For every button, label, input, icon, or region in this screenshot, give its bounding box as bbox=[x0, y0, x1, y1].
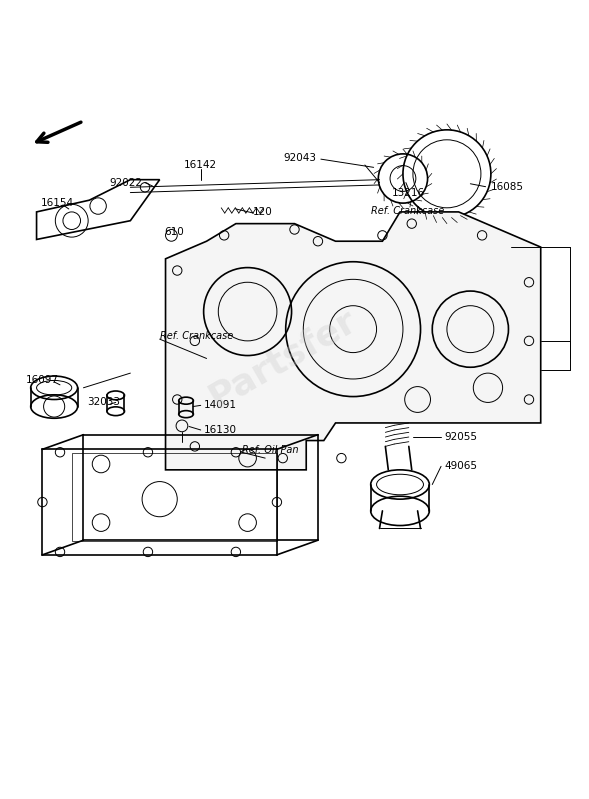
Text: Ref. Crankcase: Ref. Crankcase bbox=[160, 332, 233, 341]
Text: 16085: 16085 bbox=[491, 181, 524, 192]
Text: 610: 610 bbox=[164, 228, 184, 237]
Text: 32033: 32033 bbox=[88, 397, 121, 407]
Text: 16097: 16097 bbox=[26, 376, 59, 385]
Text: 13216: 13216 bbox=[392, 188, 425, 198]
Text: 92022: 92022 bbox=[109, 177, 142, 188]
Text: 49065: 49065 bbox=[444, 461, 477, 471]
Text: 92043: 92043 bbox=[284, 153, 317, 163]
Text: Partsfer: Partsfer bbox=[203, 303, 363, 415]
Text: 16154: 16154 bbox=[41, 198, 74, 208]
Text: 16130: 16130 bbox=[204, 425, 237, 435]
Polygon shape bbox=[166, 212, 541, 470]
Text: Ref. Oil Pan: Ref. Oil Pan bbox=[241, 445, 298, 455]
Bar bbox=[72, 453, 277, 542]
Text: Ref. Crankcase: Ref. Crankcase bbox=[370, 205, 444, 216]
Text: 120: 120 bbox=[252, 207, 272, 217]
Text: 92055: 92055 bbox=[444, 432, 477, 442]
Text: 14091: 14091 bbox=[204, 400, 237, 411]
Text: 16142: 16142 bbox=[184, 160, 217, 170]
